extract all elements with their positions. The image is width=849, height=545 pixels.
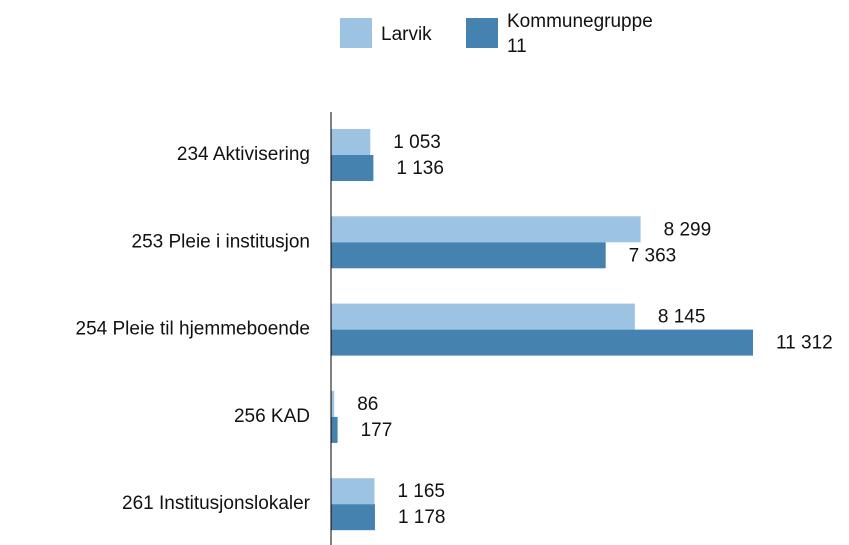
bar (331, 478, 375, 505)
bar (331, 504, 375, 531)
bar (331, 155, 374, 181)
bar (331, 303, 635, 330)
value-label: 86 (357, 394, 378, 415)
category-label: 253 Pleie i institusjon (132, 231, 311, 252)
legend-label: Larvik (381, 24, 432, 45)
legend-label: Kommunegruppe 11 (507, 11, 653, 57)
value-label: 7 363 (629, 245, 677, 266)
category-label: 254 Pleie til hjemmeboende (76, 319, 311, 340)
value-label: 1 136 (396, 158, 444, 179)
value-label: 1 178 (398, 507, 446, 528)
legend-swatch (340, 18, 372, 48)
bar (331, 242, 606, 269)
bar (331, 216, 641, 243)
bar (331, 329, 753, 356)
bar (331, 416, 338, 443)
category-label: 261 Institusjonslokaler (122, 493, 311, 514)
category-label: 256 KAD (234, 406, 310, 427)
bar (331, 129, 371, 155)
value-label: 1 053 (393, 132, 441, 153)
value-label: 8 299 (664, 219, 712, 240)
category-label: 234 Aktivisering (177, 144, 310, 165)
value-label: 177 (361, 420, 393, 441)
value-label: 1 165 (397, 481, 445, 502)
value-label: 8 145 (658, 307, 706, 328)
legend-swatch (466, 18, 498, 48)
bar (331, 390, 335, 417)
value-label: 11 312 (776, 333, 833, 354)
